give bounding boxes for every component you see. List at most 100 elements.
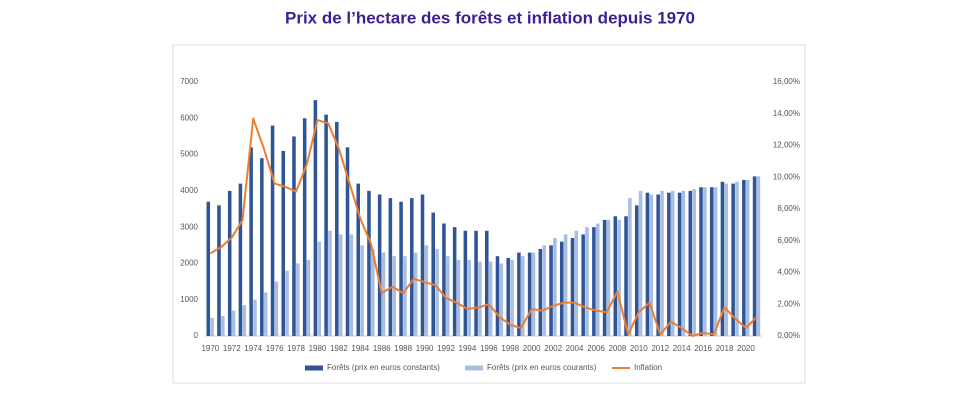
bar — [474, 230, 478, 336]
y-tick-label: 7000 — [180, 77, 198, 86]
legend-swatch — [465, 365, 483, 371]
bar — [238, 183, 243, 336]
bar — [467, 259, 471, 336]
y2-tick-label: 16,00% — [773, 77, 800, 86]
y2-tick-label: 4,00% — [777, 268, 800, 277]
x-tick-label: 1980 — [309, 344, 327, 353]
bar — [349, 234, 354, 336]
bar — [667, 192, 671, 336]
x-tick-label: 1992 — [437, 344, 455, 353]
bar — [506, 257, 510, 336]
y2-tick-label: 8,00% — [777, 204, 800, 213]
bar — [442, 223, 446, 336]
bar — [420, 194, 425, 336]
bar — [713, 187, 718, 336]
bar — [435, 248, 439, 336]
bar — [446, 256, 450, 336]
bar — [542, 245, 546, 336]
bar — [649, 194, 654, 336]
bar — [285, 270, 289, 336]
bar — [488, 261, 493, 336]
bar — [399, 201, 403, 336]
bar — [381, 252, 386, 336]
y2-tick-label: 12,00% — [773, 141, 800, 150]
bar — [371, 248, 375, 336]
x-tick-label: 2002 — [544, 344, 562, 353]
bar — [431, 212, 435, 336]
bar — [388, 198, 393, 336]
bar — [499, 263, 504, 336]
x-tick-label: 2006 — [587, 344, 605, 353]
bar — [221, 316, 225, 336]
bar — [742, 179, 746, 336]
line — [209, 117, 758, 337]
x-tick-label: 2018 — [716, 344, 734, 353]
y-tick-label: 6000 — [180, 113, 198, 122]
bar — [681, 190, 686, 336]
bar — [403, 256, 407, 336]
bar — [570, 238, 575, 336]
x-tick-label: 2016 — [694, 344, 712, 353]
bar — [592, 227, 596, 336]
x-tick-label: 2004 — [566, 344, 584, 353]
x-tick-label: 1988 — [394, 344, 412, 353]
bar — [270, 125, 275, 337]
y-tick-label: 4000 — [180, 186, 198, 195]
bar — [595, 223, 600, 336]
bar — [338, 234, 343, 336]
bar — [317, 241, 322, 336]
bar — [703, 187, 707, 336]
bar — [324, 114, 328, 337]
bar — [260, 158, 264, 336]
legend-label: Forêts (prix en euros courants) — [487, 363, 597, 372]
x-tick-label: 2012 — [651, 344, 669, 353]
bar — [478, 261, 482, 336]
bar — [510, 259, 514, 336]
bar — [574, 230, 579, 336]
bar — [410, 198, 414, 336]
bar — [735, 181, 739, 336]
bar — [638, 190, 643, 336]
bar — [253, 299, 257, 336]
bar — [692, 189, 696, 336]
bar — [553, 238, 557, 336]
x-tick-label: 2010 — [630, 344, 648, 353]
x-tick-label: 2014 — [673, 344, 691, 353]
bar — [456, 259, 461, 336]
bar — [206, 201, 211, 336]
x-tick-label: 1996 — [480, 344, 498, 353]
x-tick-label: 2008 — [608, 344, 626, 353]
chart-frame — [172, 44, 806, 384]
y2-tick-label: 14,00% — [773, 109, 800, 118]
y2-tick-label: 6,00% — [777, 236, 800, 245]
bar — [313, 100, 318, 337]
bar — [377, 194, 382, 336]
y-tick-label: 5000 — [180, 150, 198, 159]
x-tick-label: 1974 — [244, 344, 262, 353]
bar — [242, 305, 247, 336]
x-tick-label: 1994 — [459, 344, 477, 353]
bar — [452, 227, 457, 336]
bar — [413, 252, 418, 336]
bar — [606, 219, 611, 336]
y2-tick-label: 10,00% — [773, 172, 800, 181]
bar — [624, 216, 628, 336]
y-tick-label: 3000 — [180, 222, 198, 231]
bar — [724, 183, 729, 336]
legend-label: Forêts (prix en euros constants) — [327, 363, 440, 372]
y2-tick-label: 2,00% — [777, 299, 800, 308]
y-tick-label: 0 — [194, 331, 199, 340]
bar — [656, 194, 660, 336]
bar — [699, 187, 703, 336]
y-tick-label: 2000 — [180, 259, 198, 268]
bar — [531, 252, 536, 336]
bar — [634, 205, 639, 336]
bar — [231, 310, 236, 336]
bar — [602, 219, 607, 336]
bar — [302, 118, 307, 337]
x-tick-label: 1990 — [416, 344, 434, 353]
bar — [367, 190, 371, 336]
bar — [210, 317, 214, 336]
bar — [752, 176, 757, 336]
bar — [463, 230, 468, 336]
